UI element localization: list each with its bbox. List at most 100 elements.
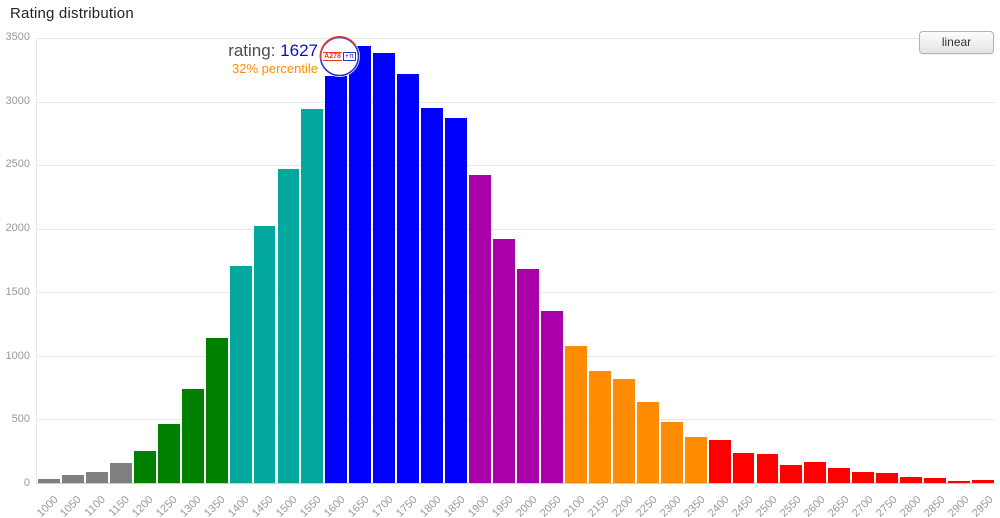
y-tick-label: 1000 bbox=[5, 349, 30, 362]
x-tick-label: 1150 bbox=[106, 493, 133, 518]
x-tick-label: 1850 bbox=[442, 493, 468, 518]
gridline-2500 bbox=[37, 165, 995, 167]
bar-2300[interactable] bbox=[660, 421, 683, 483]
bar-2400[interactable] bbox=[708, 439, 731, 483]
percentile-text: 32% percentile bbox=[232, 61, 318, 76]
x-tick-label: 1950 bbox=[489, 493, 516, 518]
bar-2350[interactable] bbox=[684, 436, 707, 483]
x-tick-label: 1550 bbox=[298, 493, 324, 518]
bar-2550[interactable] bbox=[780, 465, 803, 483]
avatar-circle-icon bbox=[319, 36, 360, 77]
bar-2750[interactable] bbox=[876, 473, 899, 483]
bar-1050[interactable] bbox=[61, 475, 84, 483]
x-tick-label: 1400 bbox=[226, 493, 253, 518]
bar-2150[interactable] bbox=[588, 371, 611, 483]
bar-2800[interactable] bbox=[900, 476, 923, 483]
bar-1900[interactable] bbox=[469, 175, 492, 483]
x-tick-label: 1750 bbox=[394, 493, 420, 518]
gridline-1000 bbox=[37, 355, 995, 357]
x-tick-label: 1300 bbox=[178, 493, 205, 518]
bar-2100[interactable] bbox=[564, 345, 587, 483]
bar-1950[interactable] bbox=[493, 238, 515, 483]
y-tick-label: 2000 bbox=[5, 222, 30, 235]
x-tick-label: 2750 bbox=[873, 493, 900, 518]
x-tick-label: 2150 bbox=[585, 493, 612, 518]
rating-value: 1627 bbox=[280, 41, 318, 60]
x-tick-label: 2300 bbox=[657, 493, 684, 518]
bar-2600[interactable] bbox=[804, 462, 827, 483]
bar-1250[interactable] bbox=[157, 423, 180, 483]
bar-1600[interactable] bbox=[325, 76, 348, 483]
y-tick-label: 3000 bbox=[5, 94, 30, 107]
x-tick-label: 2450 bbox=[729, 493, 756, 518]
bar-1400[interactable] bbox=[229, 265, 252, 483]
bar-1000[interactable] bbox=[38, 479, 60, 483]
bar-2950[interactable] bbox=[972, 479, 994, 483]
y-tick-label: 3500 bbox=[5, 31, 30, 43]
bar-1350[interactable] bbox=[205, 338, 228, 483]
bar-1650[interactable] bbox=[349, 45, 372, 483]
bar-2000[interactable] bbox=[517, 269, 539, 483]
gridline-3500 bbox=[37, 38, 995, 39]
x-tick-label: 1200 bbox=[130, 493, 157, 518]
x-tick-label: 2650 bbox=[825, 493, 852, 518]
bar-1150[interactable] bbox=[109, 462, 132, 483]
bar-1850[interactable] bbox=[445, 118, 468, 483]
bar-2650[interactable] bbox=[828, 468, 851, 483]
plot-area bbox=[36, 38, 995, 484]
x-tick-label: 1900 bbox=[465, 493, 492, 518]
x-tick-label: 2600 bbox=[801, 493, 828, 518]
bar-2450[interactable] bbox=[732, 453, 755, 483]
x-tick-label: 2200 bbox=[609, 493, 636, 518]
x-tick-label: 2700 bbox=[849, 493, 876, 518]
bar-2850[interactable] bbox=[924, 477, 947, 483]
x-tick-label: 2400 bbox=[705, 493, 732, 518]
x-tick-label: 1050 bbox=[58, 493, 85, 518]
rating-annotation: rating: 1627 32% percentile bbox=[0, 40, 318, 77]
bar-1300[interactable] bbox=[181, 388, 204, 483]
rating-text: rating: 1627 bbox=[0, 40, 318, 61]
bar-1700[interactable] bbox=[373, 53, 396, 483]
x-tick-label: 2550 bbox=[777, 493, 804, 518]
y-tick-label: 500 bbox=[11, 413, 30, 426]
bar-1450[interactable] bbox=[253, 226, 276, 483]
user-avatar-marker: A278 +π bbox=[319, 36, 360, 77]
y-tick-label: 1500 bbox=[5, 285, 30, 298]
rating-label: rating: bbox=[228, 41, 276, 60]
x-tick-label: 2050 bbox=[537, 493, 564, 518]
x-axis-labels: 1000 1050 1100 1150 1200 1250 1300 1350 1400 1450… bbox=[34, 487, 995, 518]
x-tick-label: 1700 bbox=[370, 493, 396, 518]
x-tick-label: 2500 bbox=[753, 493, 780, 518]
x-tick-label: 1350 bbox=[202, 493, 229, 518]
gridline-3000 bbox=[37, 101, 995, 103]
bar-2050[interactable] bbox=[540, 311, 563, 483]
x-tick-label: 1800 bbox=[418, 493, 444, 518]
bar-2900[interactable] bbox=[948, 481, 971, 483]
x-tick-label: 2800 bbox=[897, 493, 924, 518]
x-tick-label: 2100 bbox=[561, 493, 588, 518]
avatar-handle: A278 +π bbox=[323, 52, 356, 61]
bar-1750[interactable] bbox=[397, 73, 420, 483]
x-tick-label: 2250 bbox=[633, 493, 660, 518]
gridline-500 bbox=[37, 419, 995, 421]
bar-2200[interactable] bbox=[612, 378, 635, 483]
bar-1100[interactable] bbox=[85, 471, 108, 483]
x-tick-label: 2350 bbox=[681, 493, 708, 518]
scale-toggle-button[interactable]: linear bbox=[919, 31, 994, 54]
x-tick-label: 1250 bbox=[154, 493, 181, 518]
bar-2700[interactable] bbox=[852, 471, 875, 483]
bar-2500[interactable] bbox=[756, 454, 779, 483]
bar-2250[interactable] bbox=[636, 401, 659, 483]
gridline-1500 bbox=[37, 292, 995, 294]
x-tick-label: 2900 bbox=[945, 493, 972, 518]
bar-1800[interactable] bbox=[421, 107, 444, 483]
gridline-2000 bbox=[37, 228, 995, 230]
x-tick-label: 1450 bbox=[250, 493, 277, 518]
x-tick-label: 1650 bbox=[346, 493, 372, 518]
x-tick-label: 1000 bbox=[34, 493, 61, 518]
bar-1200[interactable] bbox=[133, 451, 156, 483]
bar-1500[interactable] bbox=[277, 168, 300, 483]
bar-1550[interactable] bbox=[301, 109, 324, 483]
x-tick-label: 1500 bbox=[274, 493, 300, 518]
